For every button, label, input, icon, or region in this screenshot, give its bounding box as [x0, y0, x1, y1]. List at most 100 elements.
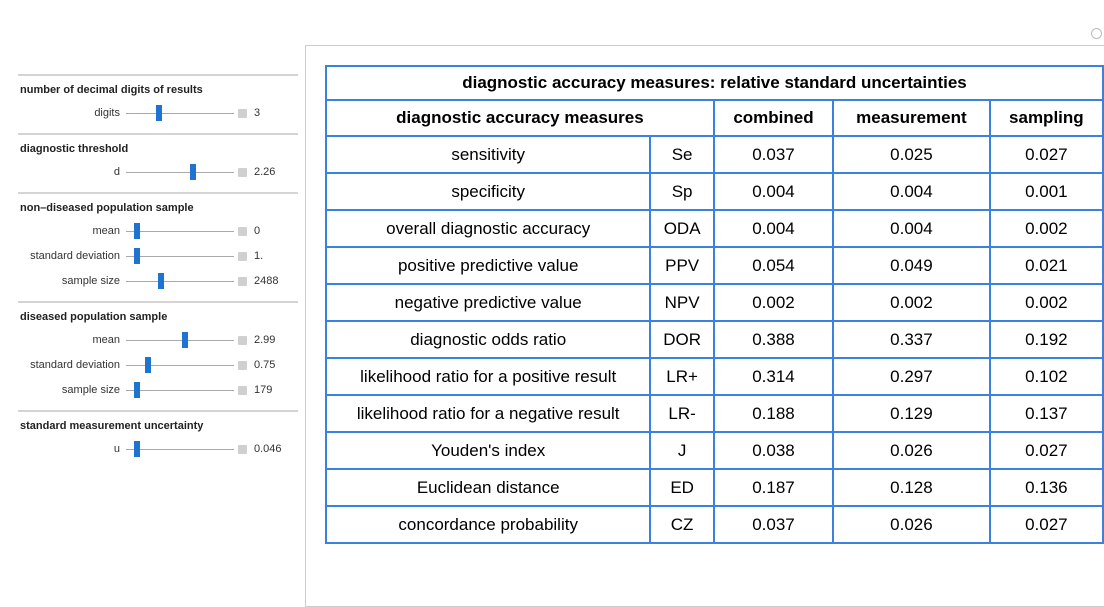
cell: 0.192 [988, 320, 1104, 359]
plus-button[interactable] [238, 445, 247, 454]
cell: ODA [649, 209, 715, 248]
slider-control: u 0.046 [20, 438, 298, 463]
slider-value: 0.046 [254, 443, 282, 455]
slider-track[interactable] [126, 390, 234, 391]
slider-track[interactable] [126, 449, 234, 450]
data-row: diagnostic odds ratio DOR 0.388 0.337 0.192 [324, 320, 1104, 359]
slider-thumb[interactable] [145, 357, 151, 373]
close-icon[interactable] [1091, 28, 1102, 39]
cell: 0.314 [712, 357, 835, 396]
cell: LR- [649, 394, 715, 433]
slider-track[interactable] [126, 365, 234, 366]
slider-control: sample size 179 [20, 379, 298, 404]
slider-thumb[interactable] [134, 441, 140, 457]
header-row: diagnostic accuracy measures combined meas… [325, 99, 1104, 137]
slider-track[interactable] [126, 172, 234, 173]
plus-button[interactable] [238, 277, 247, 286]
cell: 0.027 [988, 135, 1104, 174]
slider-track[interactable] [126, 113, 234, 114]
data-row: sensitivity Se 0.037 0.025 0.027 [324, 135, 1104, 174]
slider-label: standard deviation [30, 359, 120, 371]
cell: overall diagnostic accuracy [324, 209, 652, 248]
slider-thumb[interactable] [134, 248, 140, 264]
plus-button[interactable] [238, 361, 247, 370]
plus-button[interactable] [238, 168, 247, 177]
cell: 0.129 [832, 394, 991, 433]
plus-button[interactable] [238, 109, 247, 118]
cell: 0.102 [988, 357, 1104, 396]
control-section: non–diseased population sample mean 0 stand… [18, 192, 298, 301]
cell: 0.002 [988, 209, 1104, 248]
slider-track[interactable] [126, 256, 234, 257]
cell: positive predictive value [324, 246, 652, 285]
data-row: concordance probability CZ 0.037 0.026 0.027 [324, 505, 1104, 544]
cell: J [649, 431, 715, 470]
slider-control: mean 2.99 [20, 329, 298, 354]
control-section: number of decimal digits of results digit… [18, 74, 298, 133]
cell: NPV [649, 283, 715, 322]
section-title: number of decimal digits of results [20, 84, 203, 96]
cell: likelihood ratio for a negative result [324, 394, 652, 433]
slider-label: d [113, 166, 120, 178]
cell: 0.026 [832, 505, 991, 544]
header-cell: sampling [988, 99, 1104, 137]
cell: 0.002 [832, 283, 991, 322]
data-row: specificity Sp 0.004 0.004 0.001 [324, 172, 1104, 211]
slider-label: mean [92, 334, 120, 346]
slider-thumb[interactable] [182, 332, 188, 348]
slider-thumb[interactable] [134, 382, 140, 398]
cell: 0.004 [832, 209, 991, 248]
cell: negative predictive value [324, 283, 652, 322]
cell: sensitivity [324, 135, 652, 174]
slider-value: 2488 [254, 275, 279, 287]
slider-thumb[interactable] [158, 273, 164, 289]
cell: 0.027 [988, 505, 1104, 544]
slider-control: mean 0 [20, 220, 298, 245]
data-row: Euclidean distance ED 0.187 0.128 0.136 [324, 468, 1104, 507]
slider-control: sample size 2488 [20, 270, 298, 295]
slider-control: d 2.26 [20, 161, 298, 186]
slider-label: sample size [61, 275, 120, 287]
slider-value: 2.99 [254, 334, 276, 346]
cell: Youden's index [324, 431, 652, 470]
plus-button[interactable] [238, 336, 247, 345]
slider-value: 179 [254, 384, 273, 396]
cell: 0.038 [712, 431, 835, 470]
slider-value: 2.26 [254, 166, 276, 178]
title-row: diagnostic accuracy measures: relative s… [325, 65, 1104, 101]
slider-thumb[interactable] [190, 164, 196, 180]
plus-button[interactable] [238, 252, 247, 261]
cell: 0.027 [988, 431, 1104, 470]
cell: 0.004 [712, 209, 835, 248]
cell: 0.026 [832, 431, 991, 470]
cell: 0.004 [712, 172, 835, 211]
cell: 0.137 [988, 394, 1104, 433]
control-section: diseased population sample mean 2.99 standa… [18, 301, 298, 410]
cell: 0.021 [988, 246, 1104, 285]
slider-value: 0 [254, 225, 261, 237]
cell: 0.337 [832, 320, 991, 359]
control-section: standard measurement uncertainty u 0.046 [18, 410, 298, 469]
plus-button[interactable] [238, 386, 247, 395]
cell: Euclidean distance [324, 468, 652, 507]
cell: 0.004 [832, 172, 991, 211]
slider-label: u [113, 443, 120, 455]
section-title: standard measurement uncertainty [20, 420, 204, 432]
table-title: diagnostic accuracy measures: relative s… [325, 65, 1104, 101]
slider-thumb[interactable] [134, 223, 140, 239]
section-title: non–diseased population sample [20, 202, 194, 214]
data-row: likelihood ratio for a negative result LR… [324, 394, 1104, 433]
slider-track[interactable] [126, 281, 234, 282]
cell: 0.002 [712, 283, 835, 322]
cell: 0.128 [832, 468, 991, 507]
slider-label: mean [92, 225, 120, 237]
slider-track[interactable] [126, 231, 234, 232]
page: {"controls": [ {"title": "number of deci… [18, 28, 1104, 607]
plus-button[interactable] [238, 227, 247, 236]
slider-value: 3 [254, 107, 261, 119]
data-row: likelihood ratio for a positive result LR… [324, 357, 1104, 396]
slider-track[interactable] [126, 340, 234, 341]
cell: 0.054 [712, 246, 835, 285]
slider-thumb[interactable] [156, 105, 162, 121]
cell: 0.002 [988, 283, 1104, 322]
